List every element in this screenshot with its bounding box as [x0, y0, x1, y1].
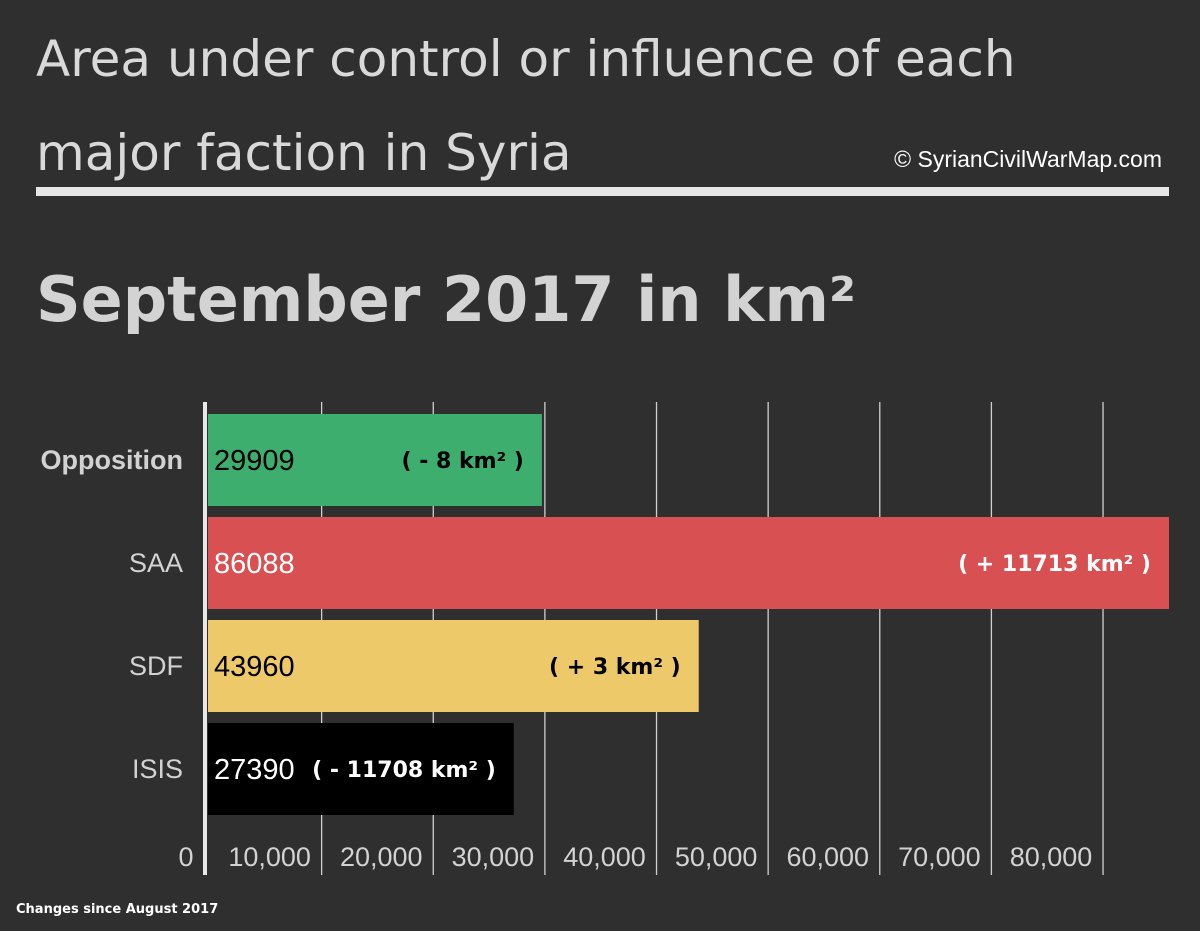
bars: 29909 ( - 8 km² ) 86088 ( + 11713 km² ) 4396… — [208, 414, 1169, 815]
x-tick-label: 40,000 — [563, 842, 646, 872]
bar-change-annotation: ( - 11708 km² ) — [312, 758, 496, 783]
x-tick-label: 10,000 — [228, 842, 311, 872]
x-tick-label: 60,000 — [786, 842, 869, 872]
bar-value-label: 86088 — [214, 548, 295, 580]
x-tick-label: 20,000 — [340, 842, 423, 872]
bar-opposition — [208, 414, 542, 506]
copyright-credit: © SyrianCivilWarMap.com — [894, 146, 1162, 172]
category-label: SDF — [129, 651, 183, 681]
bar-change-annotation: ( + 11713 km² ) — [958, 552, 1151, 577]
chart-title: Area under control or influence of each … — [36, 30, 1016, 182]
changes-note: Changes since August 2017 — [16, 902, 219, 917]
axes: Opposition SAA SDF ISIS 0 10,000 20,000 30,000 4… — [41, 402, 1093, 875]
bar-value-label: 27390 — [214, 754, 295, 786]
bar-sdf — [208, 620, 699, 712]
category-label: ISIS — [132, 754, 183, 784]
x-tick-label: 80,000 — [1010, 842, 1093, 872]
bar-value-label: 43960 — [214, 651, 295, 683]
x-tick-label: 50,000 — [675, 842, 758, 872]
title-divider — [36, 187, 1169, 196]
bar-saa — [208, 517, 1169, 609]
chart-subtitle: September 2017 in km² — [36, 263, 857, 336]
bar-isis — [208, 723, 514, 815]
x-tick-label: 30,000 — [452, 842, 535, 872]
bar-change-annotation: ( + 3 km² ) — [549, 655, 681, 680]
x-tick-label: 70,000 — [898, 842, 981, 872]
x-tick-label: 0 — [178, 842, 193, 872]
bar-value-label: 29909 — [214, 445, 295, 477]
bar-change-annotation: ( - 8 km² ) — [401, 449, 523, 474]
category-label: SAA — [129, 548, 183, 578]
category-label: Opposition — [41, 445, 183, 475]
